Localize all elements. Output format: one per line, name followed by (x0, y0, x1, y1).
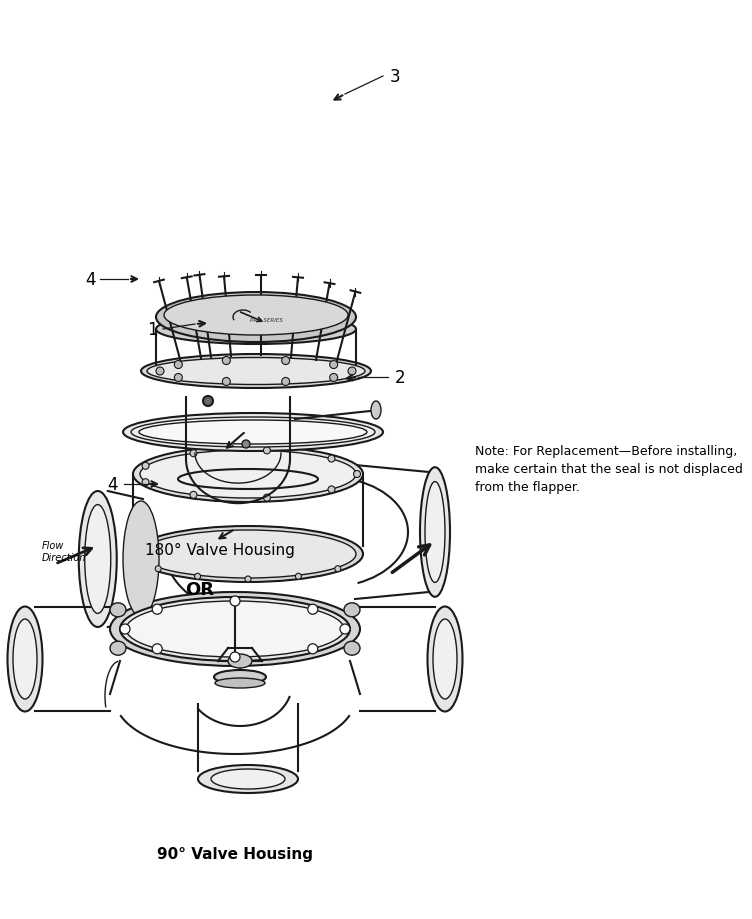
Circle shape (230, 652, 240, 663)
Ellipse shape (425, 482, 445, 583)
Ellipse shape (140, 450, 356, 498)
Circle shape (282, 357, 290, 365)
Ellipse shape (156, 314, 356, 345)
Ellipse shape (110, 603, 126, 618)
Ellipse shape (85, 505, 111, 614)
Text: 2: 2 (395, 369, 405, 387)
Ellipse shape (141, 355, 371, 389)
Text: 4: 4 (108, 475, 118, 494)
Circle shape (335, 566, 341, 572)
Ellipse shape (156, 292, 356, 343)
Circle shape (152, 644, 162, 654)
Circle shape (245, 576, 251, 583)
Circle shape (152, 605, 162, 615)
Circle shape (155, 566, 161, 572)
Text: OR: OR (186, 581, 214, 598)
Circle shape (340, 624, 350, 634)
Ellipse shape (120, 597, 350, 662)
Text: 1: 1 (147, 321, 157, 338)
Circle shape (328, 486, 335, 494)
Text: Flow
Direction: Flow Direction (42, 540, 86, 562)
Ellipse shape (133, 447, 363, 503)
Text: 90° Valve Housing: 90° Valve Housing (157, 846, 313, 862)
Circle shape (353, 471, 360, 478)
Circle shape (308, 644, 318, 654)
Ellipse shape (214, 670, 266, 685)
Circle shape (223, 378, 230, 386)
Circle shape (142, 479, 149, 486)
Circle shape (282, 378, 290, 386)
Circle shape (120, 624, 130, 634)
Ellipse shape (371, 402, 381, 420)
Circle shape (348, 368, 356, 376)
Circle shape (174, 361, 182, 369)
Ellipse shape (110, 641, 126, 655)
Circle shape (329, 361, 338, 369)
Ellipse shape (420, 468, 450, 597)
Circle shape (263, 494, 271, 502)
Ellipse shape (123, 414, 383, 451)
Ellipse shape (131, 417, 375, 448)
Text: 3: 3 (390, 68, 400, 85)
Ellipse shape (8, 607, 43, 711)
Text: PRO SERIES: PRO SERIES (250, 317, 283, 323)
Ellipse shape (427, 607, 462, 711)
Circle shape (329, 374, 338, 382)
Circle shape (190, 492, 197, 499)
Ellipse shape (13, 619, 37, 699)
Ellipse shape (139, 421, 367, 445)
Ellipse shape (126, 601, 344, 657)
Ellipse shape (110, 593, 360, 666)
Circle shape (308, 605, 318, 615)
Circle shape (230, 596, 240, 607)
Ellipse shape (344, 603, 360, 618)
Ellipse shape (198, 766, 298, 793)
Ellipse shape (147, 358, 365, 385)
Ellipse shape (433, 619, 457, 699)
Ellipse shape (164, 296, 348, 335)
Circle shape (156, 368, 164, 376)
Circle shape (203, 397, 213, 406)
Circle shape (142, 463, 149, 470)
Circle shape (328, 456, 335, 462)
Circle shape (296, 573, 302, 580)
Text: 180° Valve Housing: 180° Valve Housing (145, 542, 295, 557)
Circle shape (174, 374, 182, 382)
Text: Note: For Replacement—Before installing,
make certain that the seal is not displ: Note: For Replacement—Before installing,… (475, 445, 743, 494)
Ellipse shape (133, 527, 363, 583)
Ellipse shape (123, 502, 159, 618)
Circle shape (242, 440, 250, 448)
Circle shape (223, 357, 230, 365)
Circle shape (263, 448, 271, 454)
Ellipse shape (140, 530, 356, 578)
Circle shape (190, 450, 197, 458)
Text: 4: 4 (85, 271, 96, 289)
Circle shape (195, 573, 201, 580)
Ellipse shape (228, 654, 252, 668)
Ellipse shape (344, 641, 360, 655)
Ellipse shape (79, 492, 117, 628)
Ellipse shape (211, 769, 285, 789)
Ellipse shape (215, 678, 265, 688)
